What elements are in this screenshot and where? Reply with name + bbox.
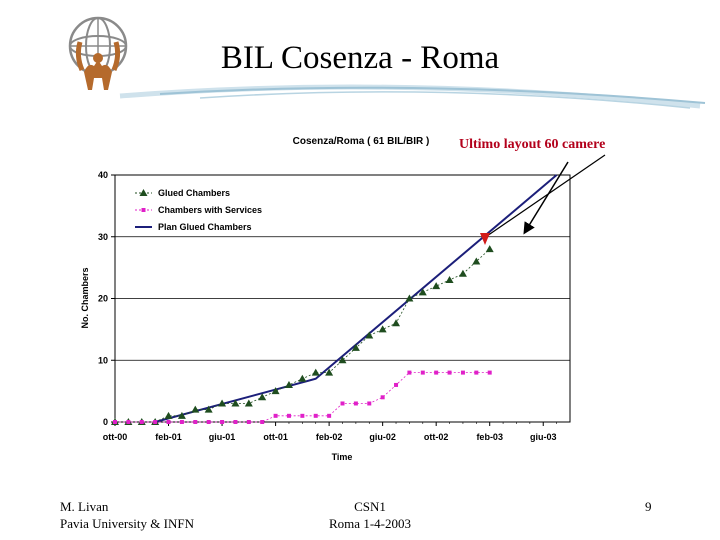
title-swoosh-decoration [119,84,706,109]
services-point [260,420,265,424]
glued-point [432,282,441,290]
x-tick-label: giu-03 [530,432,557,442]
callout-arrow-black [523,161,569,235]
services-point [407,370,412,375]
services-point [246,420,251,424]
glued-point [392,319,401,327]
annotation-ultimo-layout: Ultimo layout 60 camere [459,137,606,152]
footer-date: Roma 1-4-2003 [329,516,411,531]
services-point [286,413,291,418]
glued-point [338,356,347,364]
glued-point [204,405,213,413]
x-tick-label: giu-01 [209,432,236,442]
glued-point [298,374,307,382]
services-point [327,413,332,418]
glued-point [485,245,494,253]
x-tick-label: ott-02 [424,432,449,442]
legend-glued-marker [139,189,148,196]
atlas-logo-icon [68,16,128,90]
glued-point [365,331,374,339]
legend-plan-label: Plan Glued Chambers [158,222,252,232]
x-axis-label: Time [332,452,353,462]
services-point [273,413,278,418]
services-point [153,420,158,424]
services-point [367,401,372,406]
slide-title: BIL Cosenza - Roma [220,40,500,76]
services-point [434,370,439,375]
glued-point [378,325,387,333]
glued-point [405,294,414,302]
y-tick-label: 40 [98,170,108,180]
glued-point [218,399,227,407]
y-tick-label: 30 [98,232,108,242]
legend: Glued Chambers Chambers with Services Pl… [135,188,262,232]
glued-point [284,380,293,388]
services-point [460,370,465,375]
y-tick-label: 0 [103,417,108,427]
glued-point [418,288,427,296]
legend-glued-label: Glued Chambers [158,188,230,198]
glued-point [472,257,481,265]
services-point [487,370,492,375]
glued-point [271,387,280,395]
x-tick-label: feb-02 [316,432,343,442]
legend-services-marker [141,208,146,212]
footer-author: M. Livan [60,499,109,514]
footer-author-block: M. Livan Pavia University & INFN [60,498,194,532]
services-point [220,420,225,424]
callout-line [486,154,606,237]
glued-point [311,368,320,376]
services-point [447,370,452,375]
glued-point [258,393,267,401]
services-point [206,420,211,424]
glued-point [164,411,173,419]
glued-point [191,405,200,413]
services-point [420,370,425,375]
services-point [113,420,117,424]
glued-point [244,399,253,407]
glued-point [325,368,334,376]
glued-point [177,411,186,419]
x-tick-label: ott-00 [103,432,128,442]
glued-point [231,399,240,407]
services-point [193,420,198,424]
y-tick-label: 20 [98,294,108,304]
glued-point [445,275,454,283]
services-point [353,401,358,406]
glued-point [458,269,467,277]
services-point [394,382,399,387]
services-point [139,420,144,424]
x-tick-label: feb-03 [476,432,503,442]
services-point [380,395,385,400]
services-point [474,370,479,375]
series-glued-line [115,248,490,423]
footer-event-block: CSN1 Roma 1-4-2003 [300,498,440,532]
services-point [300,413,305,418]
services-point [179,420,184,424]
x-tick-label: feb-01 [155,432,182,442]
chart-title: Cosenza/Roma ( 61 BIL/BIR ) [293,136,430,147]
y-tick-label: 10 [98,355,108,365]
page-number: 9 [645,499,652,514]
x-tick-label: giu-02 [369,432,396,442]
x-tick-label: ott-01 [263,432,288,442]
services-point [126,420,131,424]
legend-services-label: Chambers with Services [158,205,262,215]
callout-arrow-red-icon [480,233,490,245]
services-point [340,401,345,406]
services-point [233,420,238,424]
services-point [313,413,318,418]
footer-affiliation: Pavia University & INFN [60,516,194,531]
y-axis-label: No. Chambers [80,267,90,328]
services-point [166,420,171,424]
footer-event: CSN1 [354,499,386,514]
glued-point [351,343,360,351]
